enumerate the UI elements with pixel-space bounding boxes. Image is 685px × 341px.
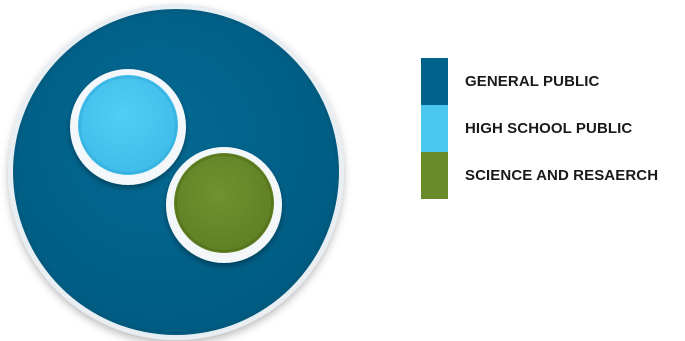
legend-swatch-science-and-research xyxy=(421,152,448,199)
nested-circles-diagram xyxy=(8,4,344,340)
legend-item-general-public: GENERAL PUBLIC xyxy=(421,58,658,105)
legend-item-high-school-public: HIGH SCHOOL PUBLIC xyxy=(421,105,658,152)
legend-label-science-and-research: SCIENCE AND RESAERCH xyxy=(465,167,659,184)
high-school-public-circle xyxy=(70,69,186,185)
legend: GENERAL PUBLIC HIGH SCHOOL PUBLIC SCIENC… xyxy=(421,58,658,199)
general-public-circle xyxy=(8,4,344,340)
science-and-research-circle xyxy=(166,147,282,263)
legend-swatch-general-public xyxy=(421,58,448,105)
legend-swatch-high-school-public xyxy=(421,105,448,152)
legend-label-high-school-public: HIGH SCHOOL PUBLIC xyxy=(465,120,633,137)
legend-item-science-and-research: SCIENCE AND RESAERCH xyxy=(421,152,658,199)
legend-label-general-public: GENERAL PUBLIC xyxy=(465,73,600,90)
